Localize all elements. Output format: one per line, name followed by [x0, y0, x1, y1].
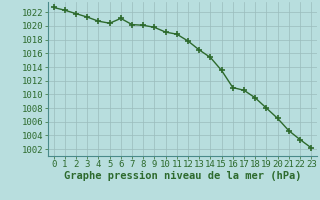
- X-axis label: Graphe pression niveau de la mer (hPa): Graphe pression niveau de la mer (hPa): [64, 171, 301, 181]
